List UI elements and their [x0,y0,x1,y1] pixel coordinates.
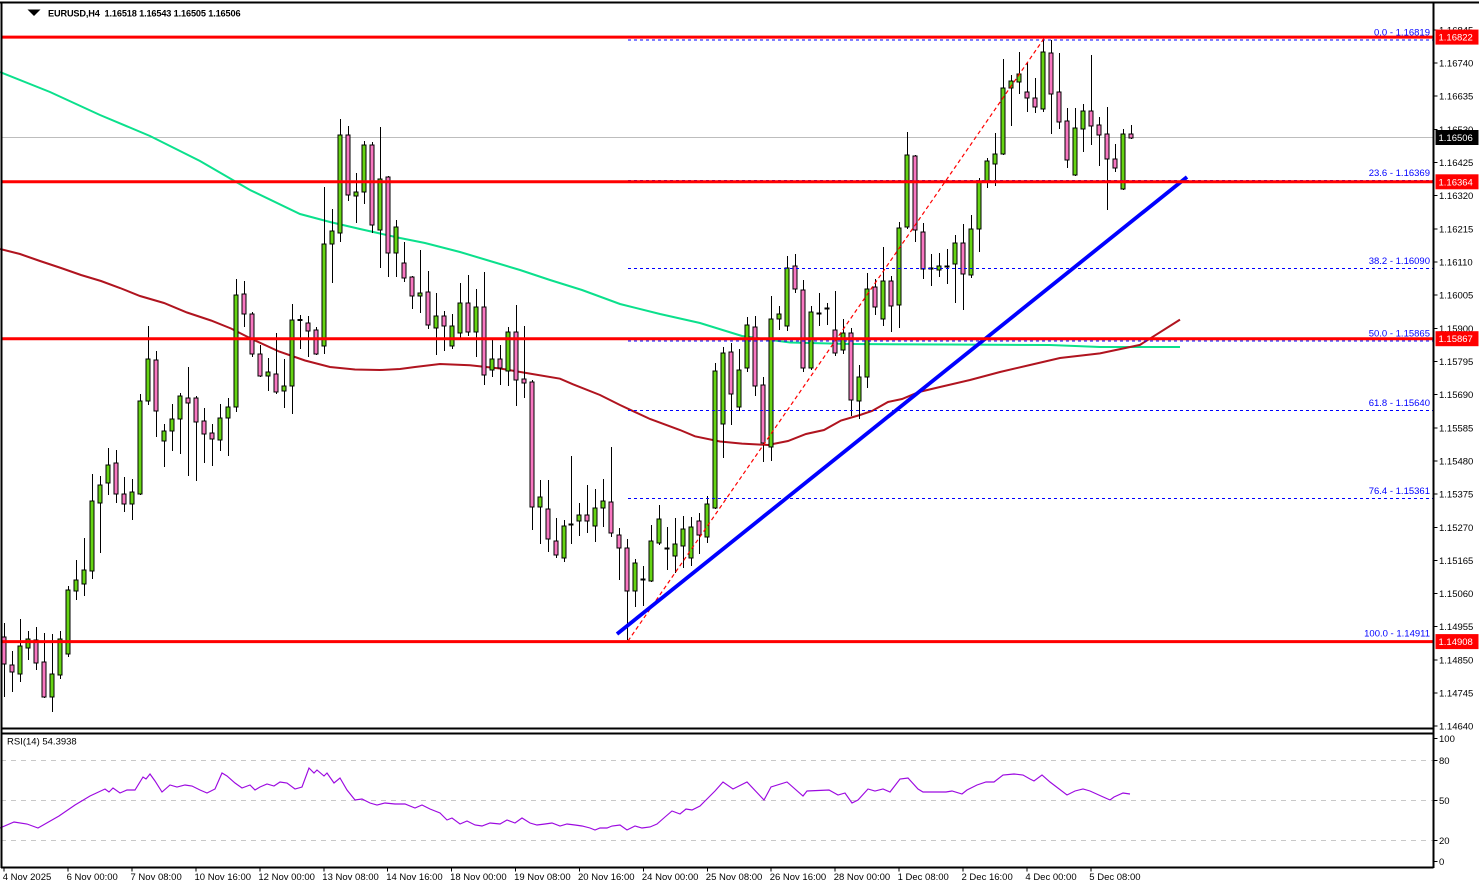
svg-text:1.14908: 1.14908 [1439,637,1473,648]
svg-text:1.16822: 1.16822 [1439,33,1473,44]
svg-text:1.14640: 1.14640 [1439,722,1473,733]
svg-text:76.4 - 1.15361: 76.4 - 1.15361 [1369,486,1430,497]
svg-text:23.6 - 1.16369: 23.6 - 1.16369 [1369,168,1430,179]
svg-text:1.15060: 1.15060 [1439,589,1473,600]
svg-text:6 Nov 00:00: 6 Nov 00:00 [67,872,118,883]
svg-text:61.8 - 1.15640: 61.8 - 1.15640 [1369,398,1430,409]
svg-text:1.16320: 1.16320 [1439,191,1473,202]
svg-text:1.14850: 1.14850 [1439,655,1473,666]
svg-text:7 Nov 08:00: 7 Nov 08:00 [131,872,182,883]
svg-text:1 Dec 08:00: 1 Dec 08:00 [898,872,949,883]
svg-text:4 Nov 2025: 4 Nov 2025 [3,872,52,883]
svg-text:20 Nov 16:00: 20 Nov 16:00 [578,872,635,883]
svg-text:100.0 - 1.14911: 100.0 - 1.14911 [1364,629,1430,640]
svg-text:0: 0 [1439,857,1444,868]
svg-text:1.15270: 1.15270 [1439,523,1473,534]
svg-text:1.16425: 1.16425 [1439,158,1473,169]
svg-text:1.16005: 1.16005 [1439,291,1473,302]
svg-text:25 Nov 08:00: 25 Nov 08:00 [706,872,763,883]
svg-text:1.16740: 1.16740 [1439,59,1473,70]
svg-text:4 Dec 00:00: 4 Dec 00:00 [1025,872,1076,883]
svg-text:5 Dec 08:00: 5 Dec 08:00 [1089,872,1140,883]
svg-text:19 Nov 08:00: 19 Nov 08:00 [514,872,571,883]
svg-text:18 Nov 00:00: 18 Nov 00:00 [450,872,507,883]
svg-text:1.16635: 1.16635 [1439,92,1473,103]
svg-text:1.15867: 1.15867 [1439,334,1473,345]
svg-text:24 Nov 00:00: 24 Nov 00:00 [642,872,699,883]
svg-text:50.0 - 1.15865: 50.0 - 1.15865 [1369,329,1430,340]
svg-text:1.15795: 1.15795 [1439,357,1473,368]
svg-text:1.15585: 1.15585 [1439,423,1473,434]
svg-text:13 Nov 08:00: 13 Nov 08:00 [322,872,379,883]
svg-text:50: 50 [1439,796,1450,807]
svg-text:1.16110: 1.16110 [1439,258,1473,269]
svg-text:1.14745: 1.14745 [1439,689,1473,700]
svg-text:0.0 - 1.16819: 0.0 - 1.16819 [1374,28,1430,39]
svg-text:100: 100 [1439,734,1455,745]
svg-text:38.2 - 1.16090: 38.2 - 1.16090 [1369,256,1430,267]
svg-text:12 Nov 00:00: 12 Nov 00:00 [258,872,315,883]
svg-text:2 Dec 16:00: 2 Dec 16:00 [962,872,1013,883]
svg-text:1.16506: 1.16506 [1439,133,1473,144]
svg-text:1.15900: 1.15900 [1439,324,1473,335]
svg-text:EURUSD,H4 1.16518 1.16543 1.1: EURUSD,H4 1.16518 1.16543 1.16505 1.1650… [48,9,240,19]
svg-text:RSI(14) 54.3938: RSI(14) 54.3938 [7,737,77,748]
svg-text:10 Nov 16:00: 10 Nov 16:00 [195,872,252,883]
svg-text:1.16215: 1.16215 [1439,224,1473,235]
svg-text:26 Nov 16:00: 26 Nov 16:00 [770,872,827,883]
svg-text:1.15480: 1.15480 [1439,456,1473,467]
svg-text:20: 20 [1439,836,1450,847]
svg-text:14 Nov 16:00: 14 Nov 16:00 [386,872,443,883]
svg-text:28 Nov 00:00: 28 Nov 00:00 [834,872,891,883]
svg-text:1.15165: 1.15165 [1439,556,1473,567]
svg-text:80: 80 [1439,756,1450,767]
svg-text:1.15375: 1.15375 [1439,490,1473,501]
svg-text:1.15690: 1.15690 [1439,390,1473,401]
svg-text:1.14955: 1.14955 [1439,622,1473,633]
svg-text:1.16364: 1.16364 [1439,177,1473,188]
